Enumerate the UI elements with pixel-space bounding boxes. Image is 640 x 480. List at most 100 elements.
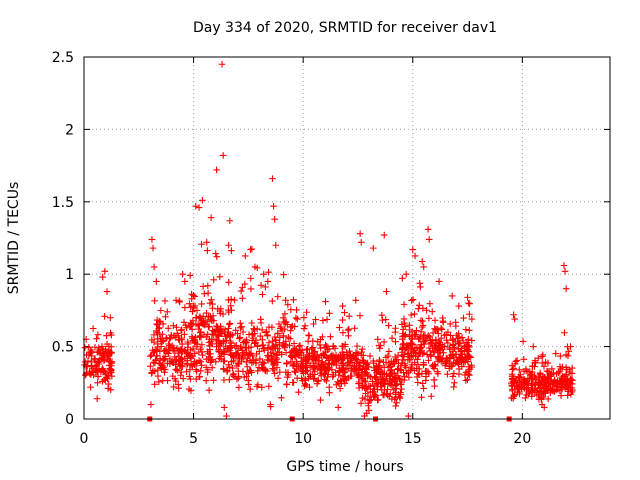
data-point — [292, 368, 299, 376]
data-point — [282, 349, 290, 356]
data-point — [241, 338, 249, 345]
data-point — [341, 343, 349, 350]
data-point — [380, 338, 388, 346]
data-point — [417, 283, 424, 291]
data-point — [388, 334, 396, 342]
data-point — [168, 342, 176, 350]
data-point — [95, 360, 103, 368]
data-point — [302, 356, 309, 364]
data-point — [204, 289, 212, 297]
data-point — [198, 300, 205, 308]
data-point — [94, 359, 102, 366]
data-point — [148, 236, 156, 243]
data-point — [417, 317, 425, 324]
data-point — [297, 349, 305, 356]
data-point — [85, 343, 93, 351]
data-point — [220, 365, 227, 373]
data-point — [326, 389, 333, 396]
data-point — [564, 392, 571, 399]
data-point — [244, 355, 251, 363]
x-axis-label: GPS time / hours — [286, 459, 403, 475]
data-point — [399, 356, 407, 364]
data-point — [382, 316, 390, 323]
data-point — [108, 331, 115, 339]
data-point — [301, 322, 309, 330]
data-point — [539, 351, 547, 359]
data-point — [215, 348, 222, 355]
data-point — [306, 383, 313, 391]
data-point — [333, 381, 340, 389]
data-point — [357, 239, 365, 246]
data-point — [450, 370, 458, 377]
data-point — [176, 357, 184, 365]
data-point — [565, 366, 573, 373]
data-point — [202, 377, 210, 384]
data-point — [198, 240, 205, 248]
data-point — [401, 373, 408, 380]
data-point — [543, 386, 551, 394]
data-point — [536, 376, 543, 384]
data-point — [409, 246, 417, 253]
data-point — [449, 373, 457, 380]
data-point — [289, 379, 297, 386]
data-point — [554, 383, 561, 390]
data-point — [85, 352, 93, 359]
data-point — [265, 356, 273, 364]
data-point — [186, 373, 193, 380]
data-point — [393, 399, 400, 407]
data-point — [246, 385, 254, 393]
data-point — [304, 345, 311, 353]
data-point — [280, 332, 287, 340]
data-point — [332, 361, 340, 369]
data-point — [237, 287, 245, 295]
data-point — [187, 322, 195, 329]
data-point — [199, 351, 206, 359]
data-point — [278, 394, 285, 402]
data-point — [392, 402, 399, 410]
data-point — [369, 357, 377, 365]
data-point — [99, 354, 107, 362]
data-point — [511, 360, 519, 368]
data-point — [220, 346, 228, 354]
data-point — [225, 279, 232, 286]
data-point — [391, 395, 399, 403]
data-point — [281, 325, 289, 333]
data-point — [556, 387, 564, 395]
data-point — [258, 383, 266, 391]
data-point — [188, 295, 195, 303]
data-point — [233, 350, 240, 358]
data-point — [323, 343, 331, 350]
data-point — [203, 355, 210, 363]
data-point — [173, 323, 180, 331]
data-point — [104, 375, 111, 383]
data-point — [225, 241, 232, 249]
y-tick-label: 2 — [65, 122, 74, 138]
data-point — [153, 278, 160, 285]
data-point — [103, 352, 111, 360]
data-point — [520, 355, 528, 363]
data-point — [452, 350, 460, 358]
data-point — [461, 342, 469, 350]
tick-labels: 0 0.5 1 1.5 2 2.5 0 5 10 15 20 — [52, 50, 532, 447]
data-point — [568, 364, 576, 372]
data-point — [94, 331, 102, 338]
data-point — [408, 345, 415, 352]
data-point — [386, 390, 394, 397]
data-point — [98, 343, 106, 350]
data-point — [349, 352, 357, 360]
data-point — [259, 336, 266, 344]
data-point — [520, 378, 528, 386]
data-point — [150, 263, 158, 271]
data-point — [422, 377, 429, 384]
data-point — [160, 347, 168, 355]
data-point — [420, 263, 428, 271]
data-point — [510, 365, 518, 372]
data-point — [269, 337, 276, 345]
data-point — [310, 374, 317, 382]
data-point — [156, 360, 164, 368]
data-point — [266, 401, 274, 408]
data-point — [439, 314, 446, 322]
data-point — [253, 325, 261, 333]
data-point — [356, 230, 364, 237]
data-point — [179, 375, 187, 382]
